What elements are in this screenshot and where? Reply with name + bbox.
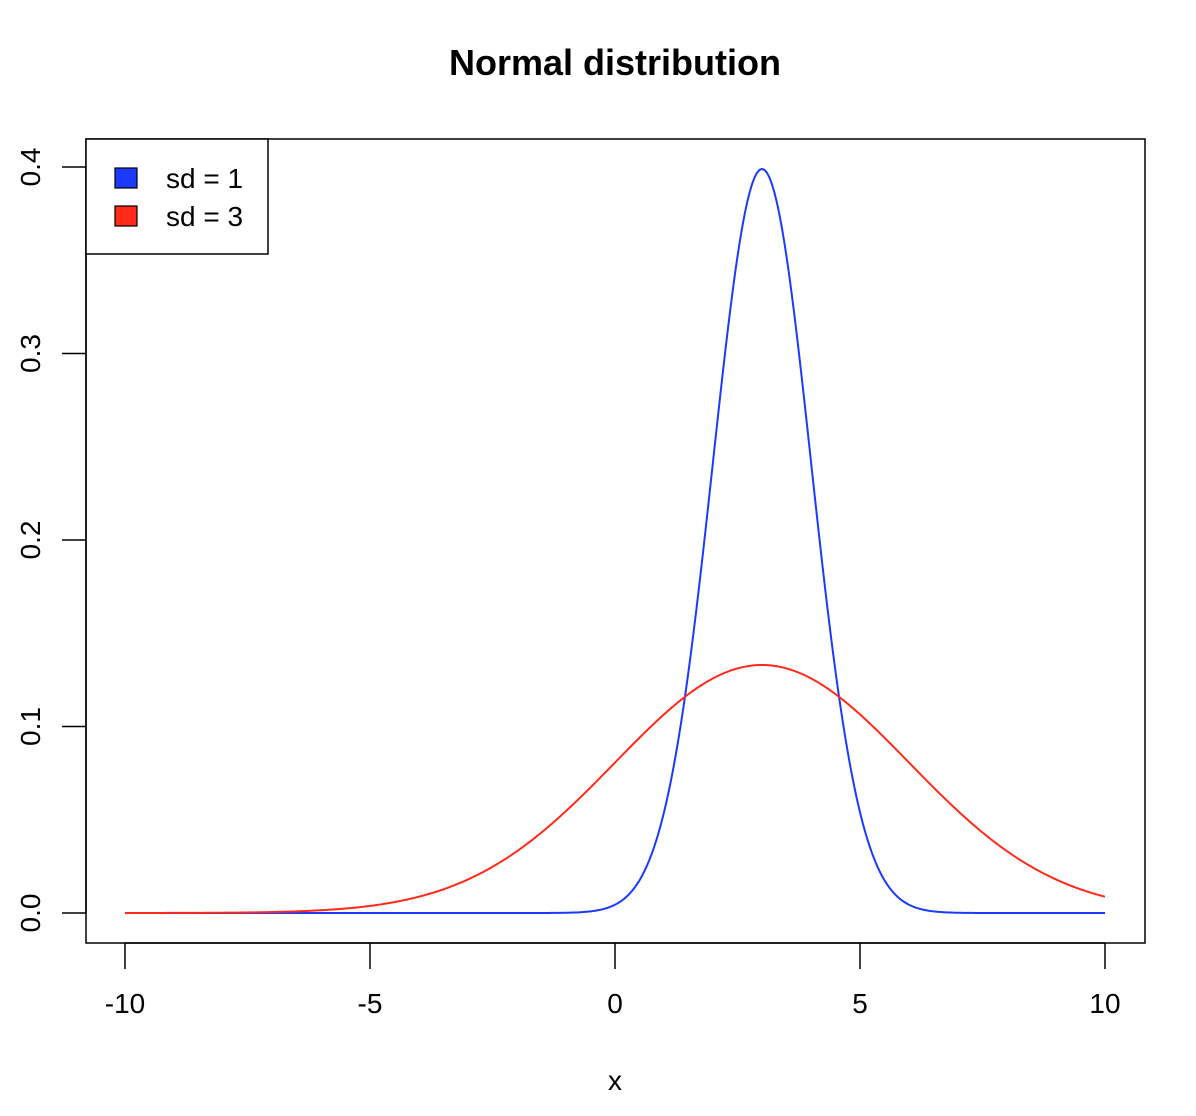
y-tick-label: 0.4	[15, 148, 46, 187]
x-axis-label: x	[608, 1065, 622, 1096]
series-line-sd-3	[125, 663, 1106, 914]
y-tick-label: 0.2	[15, 521, 46, 560]
x-tick-label: 10	[1089, 988, 1120, 1019]
legend: sd = 1 sd = 3	[85, 138, 269, 255]
x-tick-label: -10	[105, 988, 145, 1019]
x-axis: -10 -5 0 5 10	[105, 942, 1121, 1019]
legend-label: sd = 3	[166, 201, 243, 232]
legend-box	[85, 138, 269, 255]
x-tick-label: 5	[852, 988, 868, 1019]
y-tick-label: 0.0	[15, 894, 46, 933]
legend-label: sd = 1	[166, 163, 243, 194]
legend-swatch	[114, 205, 138, 227]
chart-title: Normal distribution	[449, 42, 781, 83]
x-tick-label: -5	[358, 988, 383, 1019]
series-layer	[125, 167, 1106, 914]
plot-area	[85, 138, 1146, 944]
plot-frame	[85, 138, 1146, 944]
y-axis: 0.0 0.1 0.2 0.3 0.4	[15, 148, 87, 933]
series-line-sd-1	[125, 167, 1105, 914]
legend-swatch	[114, 167, 138, 189]
x-tick-label: 0	[607, 988, 623, 1019]
y-tick-label: 0.1	[15, 707, 46, 746]
y-tick-label: 0.3	[15, 334, 46, 373]
